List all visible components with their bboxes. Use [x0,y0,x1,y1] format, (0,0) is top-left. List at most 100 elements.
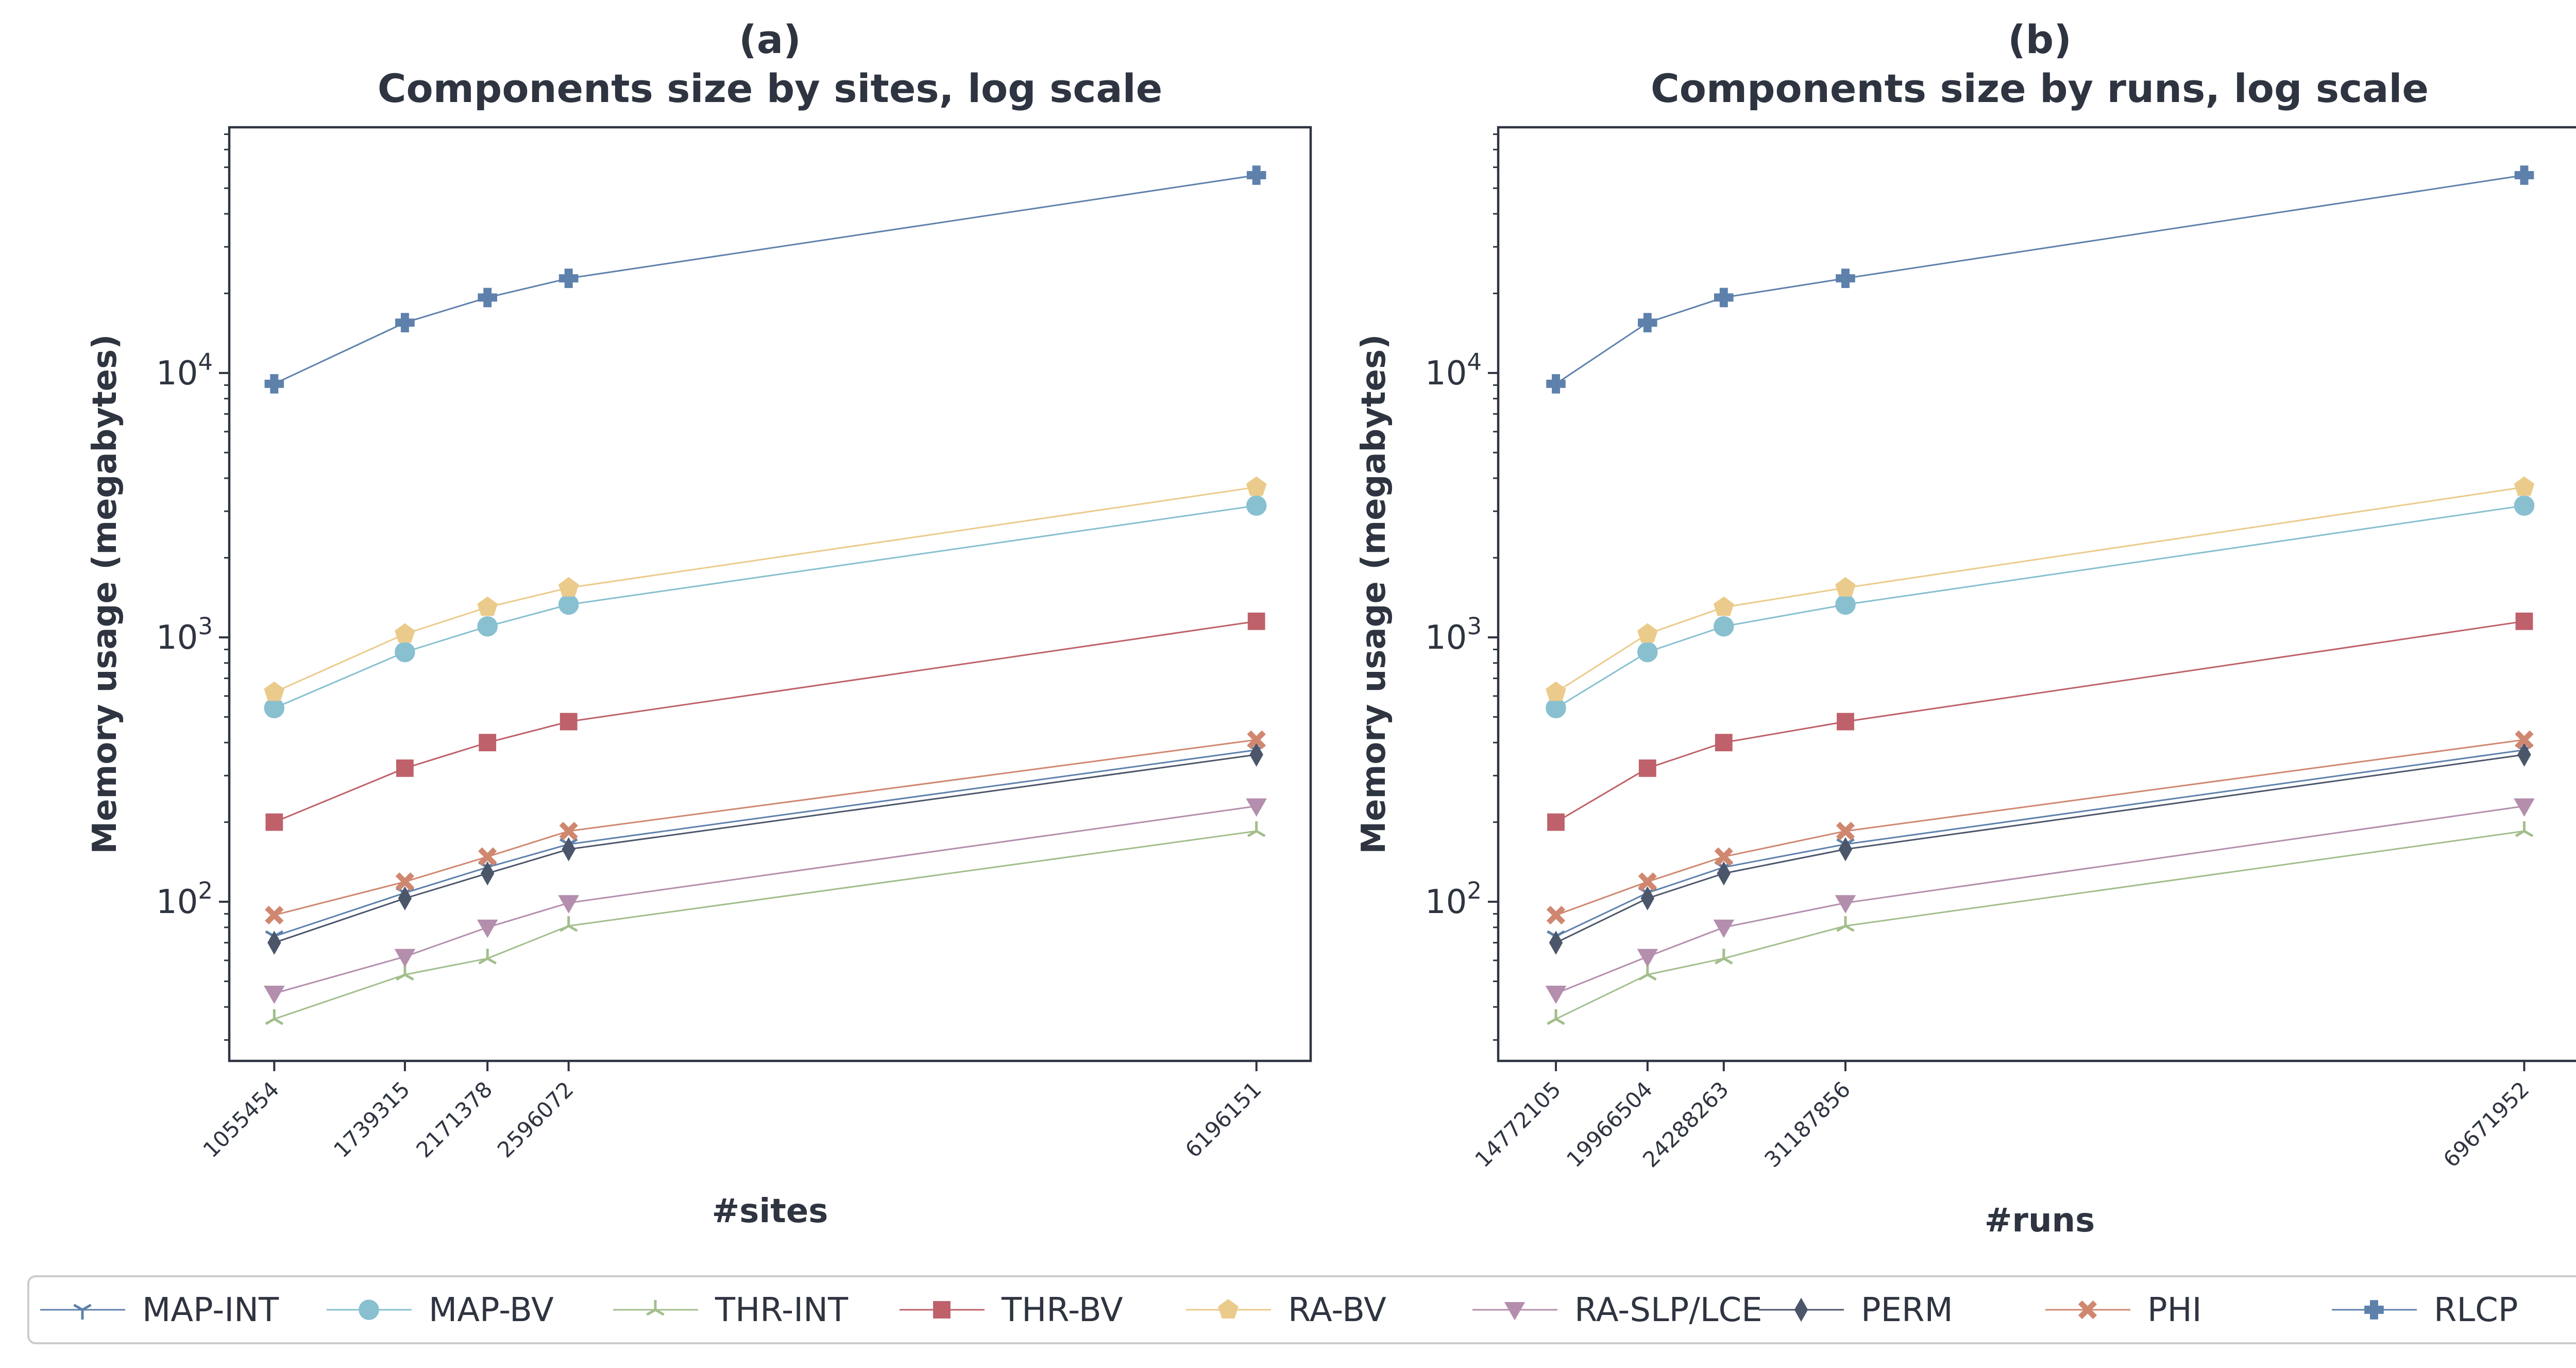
data-point [478,949,497,965]
data-point-shape [394,949,416,968]
data-point-shape [558,895,579,914]
data-point [559,916,578,932]
data-point [1715,734,1733,752]
y-tick-label: 104 [156,348,213,393]
data-point [395,623,415,643]
data-point [1637,623,1658,643]
data-point [480,861,495,886]
legend-label: MAP-BV [429,1291,554,1329]
legend-marker-shape [646,1300,665,1316]
data-point-shape [1713,596,1734,616]
x-tick-label: 69671952 [2438,1076,2534,1172]
y-tick-label: 102 [1425,877,1482,921]
data-point-shape [2514,495,2535,516]
data-point-shape [1638,313,1657,333]
series-perm [267,742,1263,955]
data-point-shape [1637,641,1658,663]
data-point [1549,931,1563,955]
y-axis-label: Memory usage (megabytes) [1355,334,1393,854]
data-point [1638,872,1657,891]
series-map-int [265,744,1266,947]
legend-marker-shape [73,1304,92,1320]
data-point-shape [559,916,578,932]
data-point-shape [478,288,498,308]
legend-marker [2078,1300,2097,1320]
data-point [267,931,281,955]
series-rlcp [1546,165,2534,394]
data-point [2514,798,2535,817]
data-point [264,681,285,701]
y-tick-base: 10 [156,883,198,921]
data-point-shape [1640,886,1655,910]
data-point [396,759,414,777]
series-ra-bv [1546,476,2535,701]
axes-frame [228,126,1312,1062]
data-point [478,847,497,866]
x-tick-label: 31187856 [1759,1076,1855,1172]
data-point-shape [1246,495,1267,516]
data-point [1247,612,1265,630]
data-point-shape [1714,616,1734,637]
data-point-shape [2515,730,2534,749]
data-point [1714,288,1734,308]
legend-label: RA-BV [1288,1291,1386,1329]
data-point [1638,313,1657,333]
series-line [274,754,1257,944]
legend-item: THR-INT [613,1291,849,1329]
data-point [1246,476,1267,496]
panel-label: (b) [2008,16,2072,62]
data-point [265,813,283,831]
data-point-shape [1835,577,1856,597]
series-phi [265,730,1266,925]
data-point [1835,895,1856,914]
data-point-shape [1246,476,1267,496]
legend-label: MAP-INT [142,1291,279,1329]
data-point [1835,577,1856,597]
series-thr-int [1547,821,2534,1025]
data-point [265,1009,284,1025]
legend-marker-shape [359,1299,379,1320]
y-tick-exponent: 4 [198,348,213,376]
data-point-shape [1715,949,1733,965]
data-point-shape [1637,623,1658,643]
series-ra-bv [264,476,1267,701]
data-point-shape [1546,374,1566,394]
data-point-shape [1838,837,1853,862]
legend-label: THR-BV [1001,1291,1123,1329]
series-thr-bv [1547,612,2533,831]
data-point-shape [265,813,283,831]
data-point [1249,742,1263,767]
series-line [274,830,1257,1020]
data-point-shape [1546,681,1566,701]
y-axis-label: Memory usage (megabytes) [86,334,124,854]
series-line [1555,504,2524,709]
data-point [558,594,579,615]
data-point [1546,905,1566,925]
y-tick-exponent: 2 [198,877,213,904]
data-point-shape [1638,872,1657,891]
data-point [1545,986,1567,1004]
series-ra-slp-lce [264,798,1267,1004]
data-point [394,949,416,968]
data-point-shape [478,847,497,866]
data-point [2515,821,2534,837]
data-point [1836,268,1855,289]
series-line [1555,749,2524,937]
data-point-shape [477,596,498,616]
data-point [2515,730,2534,749]
series-thr-int [265,821,1266,1025]
data-point-shape [2515,612,2533,630]
data-point-shape [1247,730,1266,749]
legend-box [27,1275,2576,1344]
legend-item: RLCP [2332,1291,2518,1329]
data-point [1713,596,1734,616]
data-point-shape [1714,847,1733,866]
legend-label: PHI [2147,1291,2202,1329]
data-point [562,837,575,862]
data-point-shape [1249,742,1263,767]
data-point [1717,861,1731,886]
data-point [1546,698,1566,719]
panel-a: (a)Components size by sites, log scale 10… [86,16,1312,1230]
data-point [264,986,285,1004]
